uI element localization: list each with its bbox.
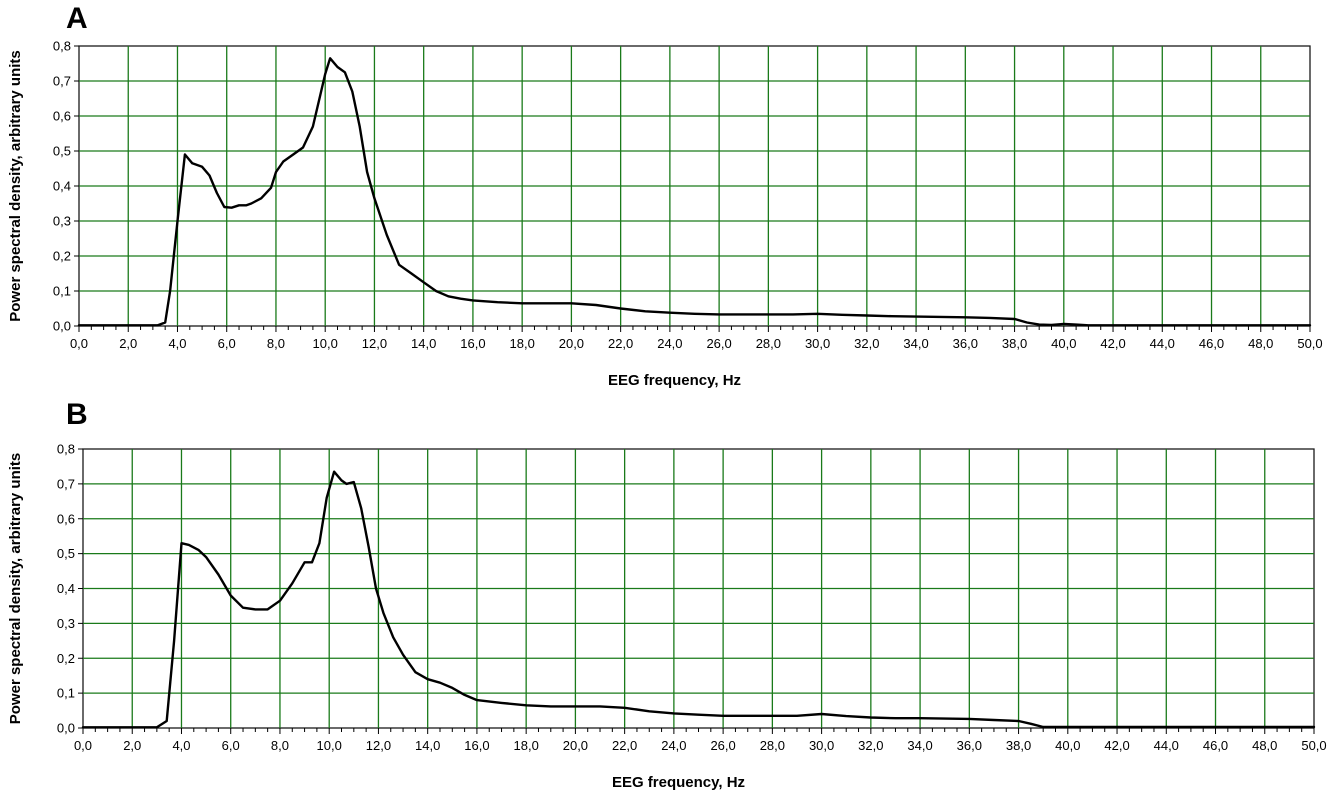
- x-tick-label: 8,0: [267, 336, 285, 351]
- y-tick-label: 0,8: [57, 442, 75, 457]
- x-tick-label: 26,0: [710, 738, 735, 753]
- x-tick-label: 32,0: [858, 738, 883, 753]
- x-tick-label: 10,0: [313, 336, 338, 351]
- x-tick-label: 24,0: [657, 336, 682, 351]
- x-tick-label: 14,0: [411, 336, 436, 351]
- x-tick-label: 4,0: [172, 738, 190, 753]
- y-tick-label: 0,3: [57, 616, 75, 631]
- x-tick-label: 30,0: [805, 336, 830, 351]
- x-tick-label: 34,0: [907, 738, 932, 753]
- panel-label: B: [66, 398, 88, 431]
- y-tick-label: 0,7: [57, 476, 75, 491]
- y-tick-label: 0,0: [57, 721, 75, 736]
- y-tick-label: 0,1: [53, 284, 71, 299]
- x-tick-label: 44,0: [1150, 336, 1175, 351]
- y-axis-ticks: [78, 448, 83, 729]
- x-axis-ticks: [78, 326, 1311, 332]
- x-tick-label: 46,0: [1199, 336, 1224, 351]
- x-tick-label: 2,0: [123, 738, 141, 753]
- x-tick-label: 38,0: [1006, 738, 1031, 753]
- x-tick-label: 12,0: [366, 738, 391, 753]
- x-tick-label: 48,0: [1248, 336, 1273, 351]
- y-tick-label: 0,5: [57, 546, 75, 561]
- x-axis-title: EEG frequency, Hz: [608, 372, 741, 389]
- y-axis-title: Power spectral density, arbitrary units: [7, 50, 24, 321]
- y-tick-label: 0,3: [53, 214, 71, 229]
- y-axis-ticks: [74, 45, 79, 327]
- x-tick-label: 20,0: [559, 336, 584, 351]
- x-tick-label: 14,0: [415, 738, 440, 753]
- y-tick-label: 0,5: [53, 144, 71, 159]
- x-tick-label: 2,0: [119, 336, 137, 351]
- panel-label: A: [66, 2, 88, 35]
- y-tick-label: 0,1: [57, 686, 75, 701]
- x-tick-label: 16,0: [460, 336, 485, 351]
- x-axis-ticks: [82, 728, 1315, 734]
- x-tick-label: 46,0: [1203, 738, 1228, 753]
- x-tick-label: 6,0: [222, 738, 240, 753]
- y-tick-label: 0,6: [57, 511, 75, 526]
- x-tick-label: 28,0: [756, 336, 781, 351]
- chart-panel-b: B 0,0 2,0 4,0 6,0 8,0 10,0 12,0 14,0 16,0 18,0 20,0…: [7, 398, 1327, 791]
- x-tick-label: 32,0: [854, 336, 879, 351]
- x-tick-label: 0,0: [70, 336, 88, 351]
- x-tick-label: 44,0: [1154, 738, 1179, 753]
- x-tick-label: 8,0: [271, 738, 289, 753]
- x-tick-label: 18,0: [510, 336, 535, 351]
- x-axis-title: EEG frequency, Hz: [612, 774, 745, 791]
- y-tick-label: 0,4: [57, 581, 75, 596]
- x-tick-label: 42,0: [1104, 738, 1129, 753]
- x-tick-label: 30,0: [809, 738, 834, 753]
- x-tick-label: 10,0: [317, 738, 342, 753]
- y-tick-label: 0,7: [53, 74, 71, 89]
- x-tick-label: 4,0: [168, 336, 186, 351]
- x-tick-label: 16,0: [464, 738, 489, 753]
- x-tick-label: 24,0: [661, 738, 686, 753]
- x-tick-label: 36,0: [953, 336, 978, 351]
- x-tick-label: 40,0: [1055, 738, 1080, 753]
- x-tick-label: 12,0: [362, 336, 387, 351]
- x-tick-label: 20,0: [563, 738, 588, 753]
- y-tick-label: 0,4: [53, 179, 71, 194]
- x-tick-label: 34,0: [903, 336, 928, 351]
- x-tick-label: 0,0: [74, 738, 92, 753]
- x-tick-label: 48,0: [1252, 738, 1277, 753]
- x-tick-label: 50,0: [1297, 336, 1322, 351]
- y-tick-label: 0,2: [53, 249, 71, 264]
- x-tick-label: 36,0: [957, 738, 982, 753]
- series-line-1: [77, 57, 1312, 327]
- x-tick-label: 42,0: [1100, 336, 1125, 351]
- y-axis-title: Power spectral density, arbitrary units: [7, 453, 24, 724]
- x-tick-label: 18,0: [514, 738, 539, 753]
- x-tick-label: 22,0: [612, 738, 637, 753]
- y-tick-label: 0,8: [53, 39, 71, 54]
- x-tick-label: 22,0: [608, 336, 633, 351]
- x-tick-label: 38,0: [1002, 336, 1027, 351]
- x-tick-label: 28,0: [760, 738, 785, 753]
- x-tick-label: 6,0: [218, 336, 236, 351]
- y-tick-label: 0,2: [57, 651, 75, 666]
- x-tick-label: 40,0: [1051, 336, 1076, 351]
- x-tick-label: 26,0: [706, 336, 731, 351]
- x-tick-label: 50,0: [1301, 738, 1326, 753]
- y-tick-label: 0,0: [53, 319, 71, 334]
- series-line-1: [81, 470, 1316, 729]
- grid: [79, 46, 1310, 326]
- chart-panel-a: A 0,0 2,0 4,0 6,0 8,0 10,0 12,0 14,0 16,0 18,0 20,0…: [7, 2, 1323, 389]
- y-tick-label: 0,6: [53, 109, 71, 124]
